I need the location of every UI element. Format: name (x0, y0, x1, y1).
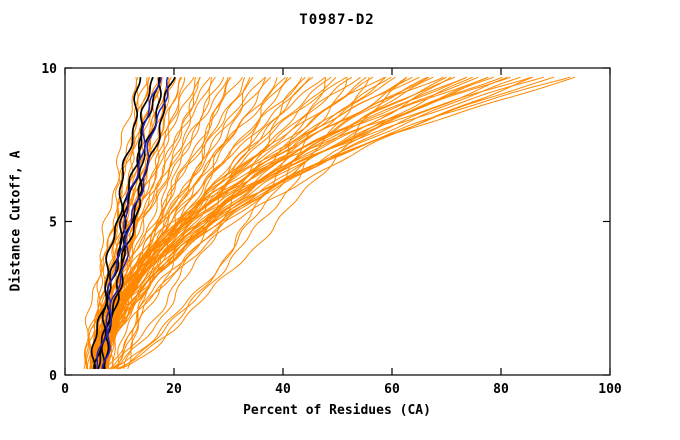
svg-text:10: 10 (41, 62, 57, 77)
svg-text:80: 80 (493, 382, 509, 397)
svg-text:0: 0 (61, 382, 69, 397)
svg-text:60: 60 (384, 382, 400, 397)
svg-text:100: 100 (598, 382, 622, 397)
chart-title: T0987-D2 (299, 12, 375, 28)
svg-text:20: 20 (166, 382, 182, 397)
svg-text:5: 5 (49, 216, 57, 231)
svg-text:0: 0 (49, 369, 57, 384)
svg-text:40: 40 (275, 382, 291, 397)
x-axis-label: Percent of Residues (CA) (243, 403, 431, 418)
